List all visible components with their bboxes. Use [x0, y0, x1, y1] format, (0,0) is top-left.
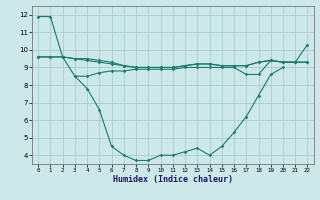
X-axis label: Humidex (Indice chaleur): Humidex (Indice chaleur) [113, 175, 233, 184]
